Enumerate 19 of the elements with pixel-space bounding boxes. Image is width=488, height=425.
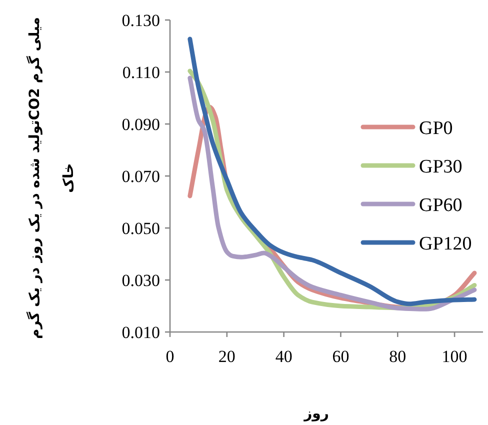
x-axis-title: روز: [303, 406, 329, 422]
x-tick-label: 60: [332, 347, 350, 366]
legend-label: GP120: [419, 234, 472, 254]
x-tick-label: 0: [166, 347, 174, 366]
legend-label: GP30: [419, 156, 462, 178]
y-tick-label: 0.070: [122, 167, 160, 186]
y-tick-label: 0.030: [122, 271, 160, 290]
y-tick-label: 0.130: [122, 11, 160, 30]
text: میلی گرم CO2تولید شده در یک روز در یک گرم خاک: [27, 17, 77, 339]
x-tick-label: 100: [442, 347, 468, 366]
legend-label: GP60: [419, 195, 462, 216]
x-tick-label: 80: [389, 347, 406, 366]
legend-label: GP0: [419, 118, 453, 139]
y-tick-label: 0.010: [122, 323, 160, 342]
x-tick-label: 20: [218, 347, 236, 366]
y-tick-label: 0.090: [122, 115, 160, 134]
y-tick-label: 0.110: [122, 63, 160, 82]
x-tick-label: 40: [275, 347, 292, 366]
y-tick-label: 0.050: [122, 219, 160, 238]
